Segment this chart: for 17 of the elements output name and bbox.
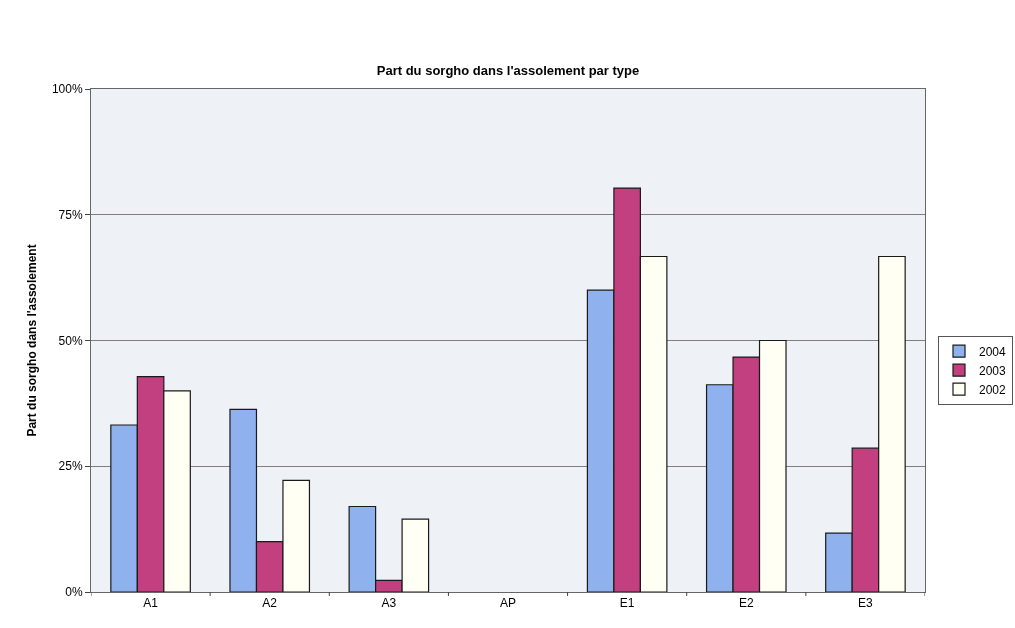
x-tick-label: E2 xyxy=(738,596,754,611)
legend-label: 2004 xyxy=(979,344,1007,359)
x-tick-label: A1 xyxy=(143,596,159,611)
x-tick-label: A2 xyxy=(262,596,278,611)
legend-label: 2003 xyxy=(979,363,1007,378)
legend-label: 2002 xyxy=(979,382,1007,397)
y-tick-label: 0% xyxy=(65,585,83,600)
chart-title: Part du sorgho dans l'assolement par type xyxy=(376,62,640,78)
y-axis-title: Part du sorgho dans l'assolement xyxy=(25,244,40,437)
x-tick-label: A3 xyxy=(381,596,397,611)
y-tick-label: 25% xyxy=(58,459,83,474)
y-tick-label: 50% xyxy=(58,333,83,348)
y-tick-label: 100% xyxy=(51,82,83,97)
y-tick-label: 75% xyxy=(58,207,83,222)
x-tick-label: E3 xyxy=(858,596,874,611)
x-tick-label: E1 xyxy=(619,596,635,611)
x-tick-label: AP xyxy=(499,596,517,611)
